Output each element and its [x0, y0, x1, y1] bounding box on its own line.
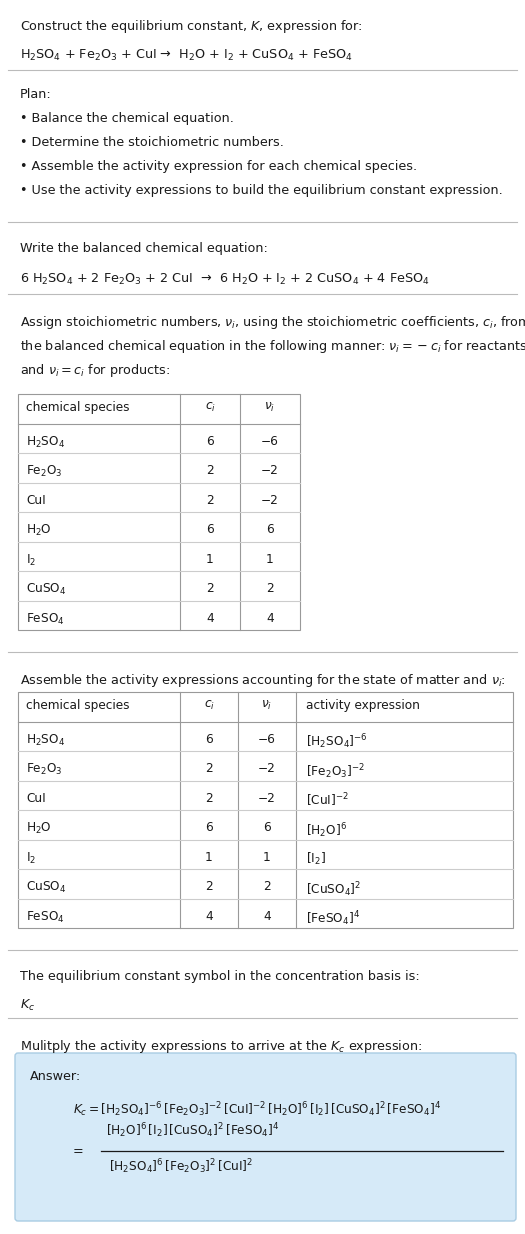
- Text: 6: 6: [206, 434, 214, 448]
- Text: 1: 1: [206, 553, 214, 565]
- Text: CuI: CuI: [26, 494, 46, 507]
- Text: 6: 6: [206, 523, 214, 537]
- Text: The equilibrium constant symbol in the concentration basis is:: The equilibrium constant symbol in the c…: [20, 970, 420, 983]
- Text: $\mathdefault{I_2}$: $\mathdefault{I_2}$: [26, 850, 36, 866]
- Text: $\mathdefault{H_2O}$: $\mathdefault{H_2O}$: [26, 821, 52, 837]
- Text: $[\mathdefault{I_2}]$: $[\mathdefault{I_2}]$: [306, 850, 326, 866]
- Text: Mulitply the activity expressions to arrive at the $K_c$ expression:: Mulitply the activity expressions to arr…: [20, 1038, 422, 1055]
- Text: Answer:: Answer:: [30, 1070, 81, 1083]
- Text: Assemble the activity expressions accounting for the state of matter and $\nu_i$: Assemble the activity expressions accoun…: [20, 673, 506, 689]
- Text: 4: 4: [263, 909, 271, 923]
- Text: • Balance the chemical equation.: • Balance the chemical equation.: [20, 112, 234, 125]
- Text: 2: 2: [205, 880, 213, 893]
- Text: $[\mathdefault{CuSO_4}]^2$: $[\mathdefault{CuSO_4}]^2$: [306, 880, 361, 898]
- Text: 2: 2: [205, 792, 213, 805]
- Text: 4: 4: [206, 612, 214, 624]
- Text: and $\nu_i = c_i$ for products:: and $\nu_i = c_i$ for products:: [20, 362, 170, 379]
- Text: $\mathdefault{CuSO_4}$: $\mathdefault{CuSO_4}$: [26, 582, 67, 597]
- Text: 2: 2: [263, 880, 271, 893]
- Text: 2: 2: [206, 582, 214, 595]
- Text: $\mathdefault{H_2SO_4}$: $\mathdefault{H_2SO_4}$: [26, 733, 65, 748]
- Text: 2: 2: [266, 582, 274, 595]
- Bar: [18, 692, 513, 928]
- Text: $[\mathdefault{H_2SO_4}]^6$$\,[\mathdefault{Fe_2O_3}]^2$$\,[\mathdefault{CuI}]^2: $[\mathdefault{H_2SO_4}]^6$$\,[\mathdefa…: [109, 1157, 253, 1176]
- Text: • Determine the stoichiometric numbers.: • Determine the stoichiometric numbers.: [20, 136, 284, 149]
- Text: 6: 6: [205, 733, 213, 745]
- Text: $\mathdefault{CuSO_4}$: $\mathdefault{CuSO_4}$: [26, 880, 67, 896]
- Text: $K_c$: $K_c$: [20, 998, 35, 1013]
- Text: Assign stoichiometric numbers, $\nu_i$, using the stoichiometric coefficients, $: Assign stoichiometric numbers, $\nu_i$, …: [20, 313, 525, 331]
- Text: the balanced chemical equation in the following manner: $\nu_i = -c_i$ for react: the balanced chemical equation in the fo…: [20, 338, 525, 355]
- Text: $[\mathdefault{FeSO_4}]^4$: $[\mathdefault{FeSO_4}]^4$: [306, 909, 360, 928]
- Text: $[\mathdefault{H_2O}]^6$: $[\mathdefault{H_2O}]^6$: [306, 821, 347, 840]
- Text: Plan:: Plan:: [20, 88, 52, 101]
- Text: 6: 6: [263, 821, 271, 834]
- Text: 2: 2: [205, 763, 213, 775]
- Text: $\mathdefault{I_2}$: $\mathdefault{I_2}$: [26, 553, 36, 568]
- Text: • Use the activity expressions to build the equilibrium constant expression.: • Use the activity expressions to build …: [20, 184, 503, 197]
- Text: chemical species: chemical species: [26, 401, 130, 413]
- Text: $[\mathdefault{H_2SO_4}]^{-6}$: $[\mathdefault{H_2SO_4}]^{-6}$: [306, 733, 368, 752]
- Bar: [18, 394, 300, 631]
- Text: • Assemble the activity expression for each chemical species.: • Assemble the activity expression for e…: [20, 160, 417, 173]
- Text: −2: −2: [261, 494, 279, 507]
- Text: $\mathdefault{Fe_2O_3}$: $\mathdefault{Fe_2O_3}$: [26, 763, 62, 777]
- Text: 4: 4: [266, 612, 274, 624]
- Text: 6: 6: [266, 523, 274, 537]
- Text: $\mathdefault{H_2O}$: $\mathdefault{H_2O}$: [26, 523, 52, 538]
- Text: $K_c = [\mathdefault{H_2SO_4}]^{-6}$$\,[\mathdefault{Fe_2O_3}]^{-2}$$\,[\mathdef: $K_c = [\mathdefault{H_2SO_4}]^{-6}$$\,[…: [73, 1099, 441, 1119]
- Text: Construct the equilibrium constant, $K$, expression for:: Construct the equilibrium constant, $K$,…: [20, 19, 363, 35]
- Text: $[\mathdefault{Fe_2O_3}]^{-2}$: $[\mathdefault{Fe_2O_3}]^{-2}$: [306, 763, 365, 781]
- Text: $\mathdefault{FeSO_4}$: $\mathdefault{FeSO_4}$: [26, 612, 65, 627]
- Text: 6: 6: [205, 821, 213, 834]
- Text: $\mathdefault{Fe_2O_3}$: $\mathdefault{Fe_2O_3}$: [26, 464, 62, 479]
- Text: $\nu_i$: $\nu_i$: [265, 401, 276, 415]
- Text: $\mathdefault{FeSO_4}$: $\mathdefault{FeSO_4}$: [26, 909, 65, 924]
- Text: $[\mathdefault{CuI}]^{-2}$: $[\mathdefault{CuI}]^{-2}$: [306, 792, 349, 810]
- Text: activity expression: activity expression: [306, 698, 420, 712]
- Text: 1: 1: [266, 553, 274, 565]
- Text: $\mathdefault{H_2SO_4}$ + $\mathdefault{Fe_2O_3}$ + CuI →  $\mathdefault{H_2O}$ : $\mathdefault{H_2SO_4}$ + $\mathdefault{…: [20, 48, 353, 63]
- Text: $c_i$: $c_i$: [205, 401, 215, 415]
- Text: =: =: [73, 1145, 84, 1157]
- Text: −6: −6: [258, 733, 276, 745]
- Text: Write the balanced chemical equation:: Write the balanced chemical equation:: [20, 242, 268, 255]
- Text: 2: 2: [206, 464, 214, 478]
- Text: $[\mathdefault{H_2O}]^6$$\,[\mathdefault{I_2}]$$\,[\mathdefault{CuSO_4}]^2$$\,[\: $[\mathdefault{H_2O}]^6$$\,[\mathdefault…: [106, 1120, 279, 1140]
- Text: −2: −2: [258, 792, 276, 805]
- Text: 2: 2: [206, 494, 214, 507]
- Text: −2: −2: [258, 763, 276, 775]
- Text: $\mathdefault{H_2SO_4}$: $\mathdefault{H_2SO_4}$: [26, 434, 65, 450]
- Text: 4: 4: [205, 909, 213, 923]
- Text: −6: −6: [261, 434, 279, 448]
- Text: 1: 1: [263, 850, 271, 864]
- Text: −2: −2: [261, 464, 279, 478]
- FancyBboxPatch shape: [15, 1053, 516, 1220]
- Text: $\nu_i$: $\nu_i$: [261, 698, 272, 712]
- Text: 6 $\mathdefault{H_2SO_4}$ + 2 $\mathdefault{Fe_2O_3}$ + 2 CuI  →  6 $\mathdefaul: 6 $\mathdefault{H_2SO_4}$ + 2 $\mathdefa…: [20, 271, 429, 288]
- Text: CuI: CuI: [26, 792, 46, 805]
- Text: $c_i$: $c_i$: [204, 698, 215, 712]
- Text: 1: 1: [205, 850, 213, 864]
- Text: chemical species: chemical species: [26, 698, 130, 712]
